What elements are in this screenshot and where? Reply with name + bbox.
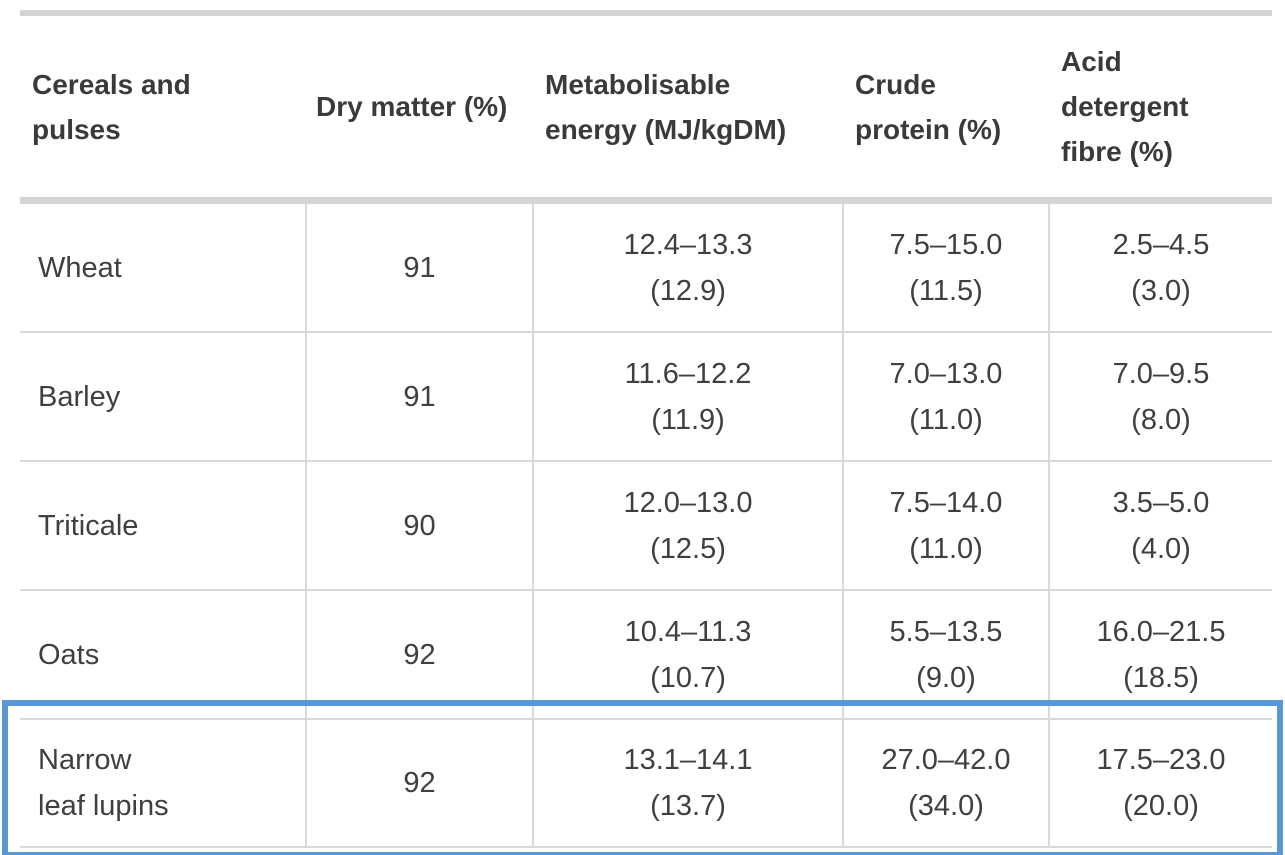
table-header: Cereals and pulses Dry matter (%) Metabo… <box>20 16 1272 204</box>
cell-dry-matter: 92 <box>306 590 534 720</box>
header-cereals-and-pulses: Cereals and pulses <box>20 16 306 204</box>
header-metabolisable-energy: Metabolisable energy (MJ/kgDM) <box>533 16 843 204</box>
cell-dry-matter: 90 <box>306 461 534 591</box>
cell-acid-detergent-fibre: 3.5–5.0 (4.0) <box>1049 461 1272 591</box>
cell-acid-detergent-fibre: 17.5–23.0 (20.0) <box>1049 719 1272 848</box>
cell-crude-protein: 7.0–13.0 (11.0) <box>843 332 1050 462</box>
cell-metabolisable-energy: 10.4–11.3 (10.7) <box>533 590 844 720</box>
header-dry-matter: Dry matter (%) <box>306 16 533 204</box>
header-acid-detergent-fibre: Acid detergent fibre (%) <box>1049 16 1272 204</box>
header-crude-protein: Crude protein (%) <box>843 16 1049 204</box>
cell-feed-name: Narrow leaf lupins <box>20 719 307 848</box>
table-row-oats: Oats 92 10.4–11.3 (10.7) 5.5–13.5 (9.0) … <box>20 590 1272 720</box>
cell-feed-name: Barley <box>20 332 307 462</box>
table-body: Wheat 91 12.4–13.3 (12.9) 7.5–15.0 (11.5… <box>20 200 1272 848</box>
cell-acid-detergent-fibre: 7.0–9.5 (8.0) <box>1049 332 1272 462</box>
table-row-narrow-leaf-lupins: Narrow leaf lupins 92 13.1–14.1 (13.7) 2… <box>20 719 1272 848</box>
cell-feed-name: Triticale <box>20 461 307 591</box>
cell-metabolisable-energy: 11.6–12.2 (11.9) <box>533 332 844 462</box>
cell-metabolisable-energy: 12.4–13.3 (12.9) <box>533 200 844 333</box>
table-top-rule <box>20 10 1272 16</box>
header-row: Cereals and pulses Dry matter (%) Metabo… <box>20 16 1272 204</box>
table-row-triticale: Triticale 90 12.0–13.0 (12.5) 7.5–14.0 (… <box>20 461 1272 591</box>
feed-nutrition-table: Cereals and pulses Dry matter (%) Metabo… <box>20 16 1272 848</box>
cell-acid-detergent-fibre: 2.5–4.5 (3.0) <box>1049 200 1272 333</box>
cell-crude-protein: 7.5–14.0 (11.0) <box>843 461 1050 591</box>
cell-dry-matter: 91 <box>306 200 534 333</box>
cell-crude-protein: 7.5–15.0 (11.5) <box>843 200 1050 333</box>
table-row-wheat: Wheat 91 12.4–13.3 (12.9) 7.5–15.0 (11.5… <box>20 200 1272 333</box>
table-row-barley: Barley 91 11.6–12.2 (11.9) 7.0–13.0 (11.… <box>20 332 1272 462</box>
cell-crude-protein: 27.0–42.0 (34.0) <box>843 719 1050 848</box>
cell-dry-matter: 91 <box>306 332 534 462</box>
cell-dry-matter: 92 <box>306 719 534 848</box>
cell-acid-detergent-fibre: 16.0–21.5 (18.5) <box>1049 590 1272 720</box>
cell-crude-protein: 5.5–13.5 (9.0) <box>843 590 1050 720</box>
cell-metabolisable-energy: 12.0–13.0 (12.5) <box>533 461 844 591</box>
cell-metabolisable-energy: 13.1–14.1 (13.7) <box>533 719 844 848</box>
cell-feed-name: Oats <box>20 590 307 720</box>
cell-feed-name: Wheat <box>20 200 307 333</box>
